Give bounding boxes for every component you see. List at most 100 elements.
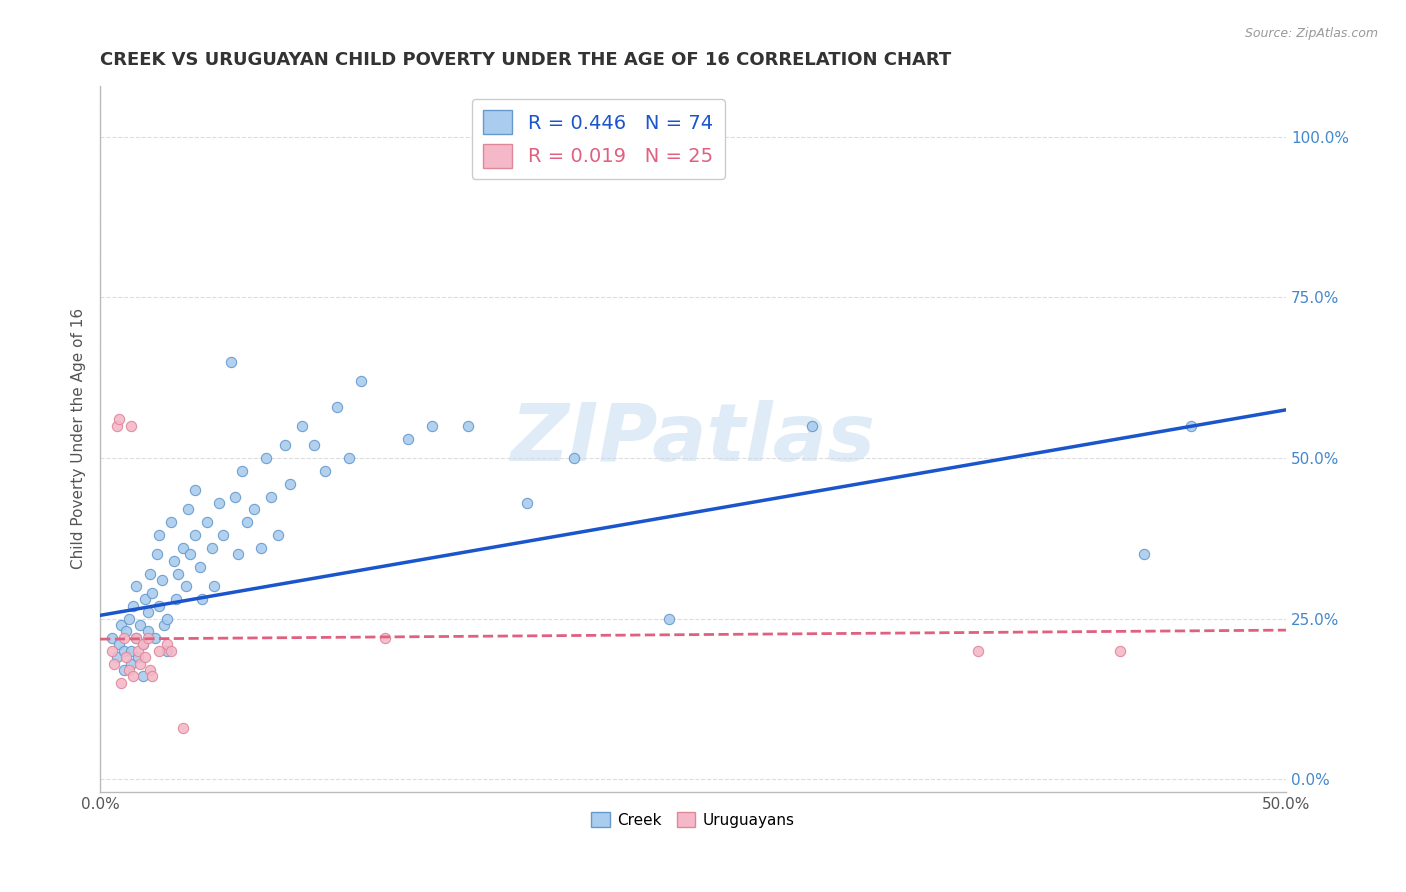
Point — [1132, 547, 1154, 561]
Point — [101, 643, 124, 657]
Point — [254, 450, 277, 465]
Point — [110, 618, 132, 632]
Point — [200, 541, 222, 555]
Point — [160, 643, 183, 657]
Point — [136, 605, 159, 619]
Point — [208, 496, 231, 510]
Point — [136, 631, 159, 645]
Point — [291, 418, 314, 433]
Point — [148, 599, 170, 613]
Point — [122, 599, 145, 613]
Point — [163, 554, 186, 568]
Legend: Creek, Uruguayans: Creek, Uruguayans — [585, 805, 801, 834]
Point — [141, 586, 163, 600]
Point — [202, 579, 225, 593]
Point — [105, 650, 128, 665]
Point — [150, 573, 173, 587]
Text: CREEK VS URUGUAYAN CHILD POVERTY UNDER THE AGE OF 16 CORRELATION CHART: CREEK VS URUGUAYAN CHILD POVERTY UNDER T… — [100, 51, 952, 69]
Point — [141, 669, 163, 683]
Text: ZIPatlas: ZIPatlas — [510, 400, 876, 478]
Point — [155, 643, 177, 657]
Point — [184, 528, 207, 542]
Point — [129, 657, 152, 671]
Point — [155, 611, 177, 625]
Point — [350, 374, 373, 388]
Point — [420, 418, 443, 433]
Point — [101, 631, 124, 645]
Point — [1109, 643, 1132, 657]
Point — [172, 721, 194, 735]
Point — [800, 418, 823, 433]
Point — [179, 547, 201, 561]
Point — [112, 631, 135, 645]
Point — [115, 624, 138, 639]
Point — [132, 637, 155, 651]
Point — [564, 450, 586, 465]
Point — [155, 637, 177, 651]
Y-axis label: Child Poverty Under the Age of 16: Child Poverty Under the Age of 16 — [72, 308, 86, 569]
Point — [129, 618, 152, 632]
Point — [191, 592, 214, 607]
Point — [136, 624, 159, 639]
Point — [103, 657, 125, 671]
Point — [160, 515, 183, 529]
Point — [250, 541, 273, 555]
Point — [184, 483, 207, 497]
Point — [108, 412, 131, 426]
Point — [172, 541, 194, 555]
Point — [112, 643, 135, 657]
Point — [658, 611, 681, 625]
Text: Source: ZipAtlas.com: Source: ZipAtlas.com — [1244, 27, 1378, 40]
Point — [146, 547, 169, 561]
Point — [115, 650, 138, 665]
Point — [243, 502, 266, 516]
Point — [125, 631, 148, 645]
Point — [167, 566, 190, 581]
Point — [374, 631, 396, 645]
Point — [278, 476, 301, 491]
Point — [226, 547, 249, 561]
Point — [188, 560, 211, 574]
Point — [326, 400, 349, 414]
Point — [120, 418, 142, 433]
Point — [457, 418, 479, 433]
Point — [112, 663, 135, 677]
Point — [143, 631, 166, 645]
Point — [105, 418, 128, 433]
Point — [224, 490, 246, 504]
Point — [153, 618, 176, 632]
Point — [274, 438, 297, 452]
Point — [267, 528, 290, 542]
Point — [117, 611, 139, 625]
Point — [174, 579, 197, 593]
Point — [398, 432, 420, 446]
Point — [314, 464, 336, 478]
Point — [110, 675, 132, 690]
Point — [117, 663, 139, 677]
Point — [134, 650, 156, 665]
Point — [134, 592, 156, 607]
Point — [120, 657, 142, 671]
Point — [260, 490, 283, 504]
Point — [120, 643, 142, 657]
Point — [337, 450, 360, 465]
Point — [302, 438, 325, 452]
Point — [127, 650, 149, 665]
Point — [516, 496, 538, 510]
Point — [212, 528, 235, 542]
Point — [125, 631, 148, 645]
Point — [177, 502, 200, 516]
Point — [132, 669, 155, 683]
Point — [108, 637, 131, 651]
Point — [125, 579, 148, 593]
Point — [966, 643, 988, 657]
Point — [139, 663, 162, 677]
Point — [231, 464, 253, 478]
Point — [122, 669, 145, 683]
Point — [148, 528, 170, 542]
Point — [165, 592, 187, 607]
Point — [236, 515, 259, 529]
Point — [127, 643, 149, 657]
Point — [139, 566, 162, 581]
Point — [1180, 418, 1202, 433]
